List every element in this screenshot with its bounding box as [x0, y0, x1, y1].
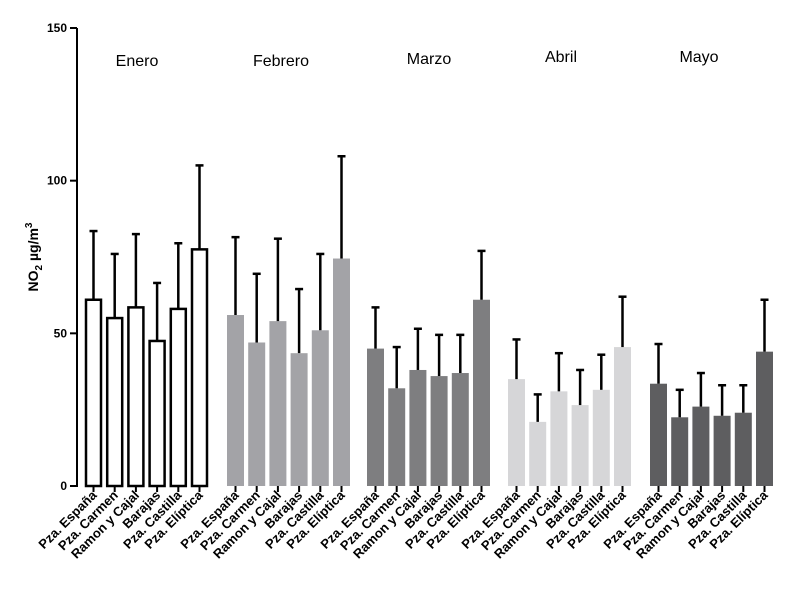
- bar: [713, 415, 731, 486]
- y-tick-label: 0: [60, 479, 67, 493]
- bar: [550, 391, 568, 486]
- bar: [169, 307, 188, 488]
- y-tick-label: 150: [47, 21, 67, 35]
- bar: [148, 339, 166, 488]
- bar: [650, 383, 667, 486]
- y-tick-label: 50: [54, 326, 68, 340]
- series-label-enero: Enero: [116, 53, 159, 70]
- bar: [227, 315, 244, 486]
- bar: [409, 369, 427, 486]
- bar: [756, 351, 773, 486]
- bar: [127, 306, 145, 488]
- bar: [84, 298, 103, 488]
- series-label-marzo: Marzo: [407, 51, 452, 68]
- y-tick-label: 100: [47, 174, 67, 188]
- bar: [671, 417, 689, 486]
- bar: [529, 421, 547, 486]
- bar: [269, 321, 287, 486]
- bar: [367, 348, 384, 486]
- series-label-mayo: Mayo: [679, 49, 718, 66]
- bar: [430, 376, 448, 486]
- error-bars: [89, 154, 769, 422]
- bar: [614, 347, 631, 486]
- bar: [290, 353, 308, 486]
- y-axis-title: NO2 µg/m3: [24, 222, 45, 291]
- bar: [571, 405, 589, 486]
- series-label-abril: Abril: [545, 49, 577, 66]
- y-axis-label: NO2 µg/m3: [24, 222, 45, 291]
- bar: [388, 388, 406, 486]
- series-label-febrero: Febrero: [253, 53, 309, 70]
- bar: [248, 342, 266, 486]
- bar: [473, 299, 490, 486]
- bar: [333, 258, 350, 486]
- bar: [311, 330, 329, 486]
- bar: [451, 373, 469, 486]
- bar: [734, 412, 752, 486]
- bar: [190, 248, 209, 488]
- bar: [692, 406, 710, 486]
- bar: [508, 379, 525, 486]
- bars: [84, 248, 773, 488]
- bar: [592, 389, 610, 486]
- bar: [105, 316, 124, 488]
